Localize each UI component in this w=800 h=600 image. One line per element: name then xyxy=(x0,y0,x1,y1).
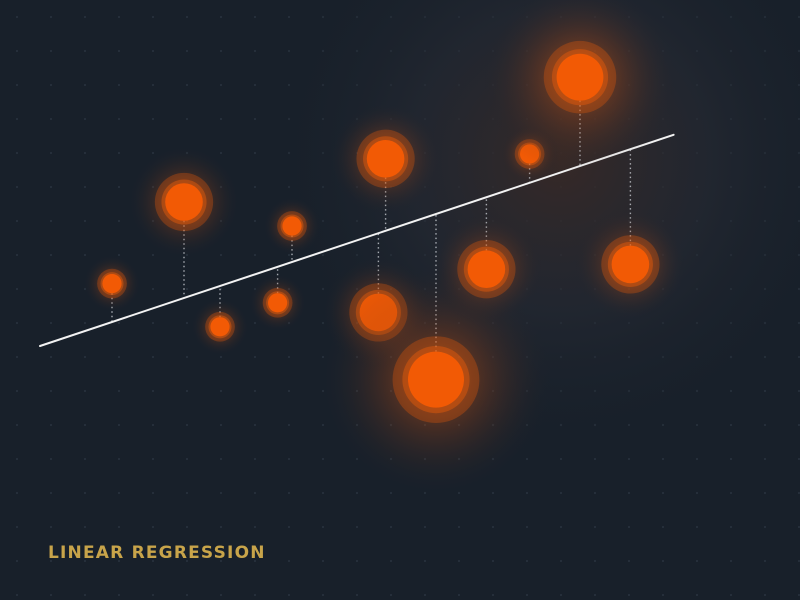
point-marker xyxy=(102,274,122,294)
point-marker xyxy=(282,216,302,236)
data-point xyxy=(248,274,307,332)
points-layer xyxy=(83,0,687,498)
data-point xyxy=(191,298,249,356)
data-point xyxy=(574,208,687,321)
data-point xyxy=(430,212,543,326)
point-marker xyxy=(210,317,230,337)
data-point xyxy=(83,254,141,313)
data-point xyxy=(263,197,321,255)
point-marker xyxy=(165,183,203,221)
point-marker xyxy=(467,250,506,288)
point-marker xyxy=(408,351,464,408)
point-marker xyxy=(611,245,650,284)
point-marker xyxy=(556,53,604,101)
data-point xyxy=(329,102,442,216)
chart-title: LINEAR REGRESSION xyxy=(48,543,266,563)
point-marker xyxy=(268,293,288,313)
data-point xyxy=(481,0,679,176)
data-point xyxy=(127,145,241,259)
point-marker xyxy=(366,140,405,178)
